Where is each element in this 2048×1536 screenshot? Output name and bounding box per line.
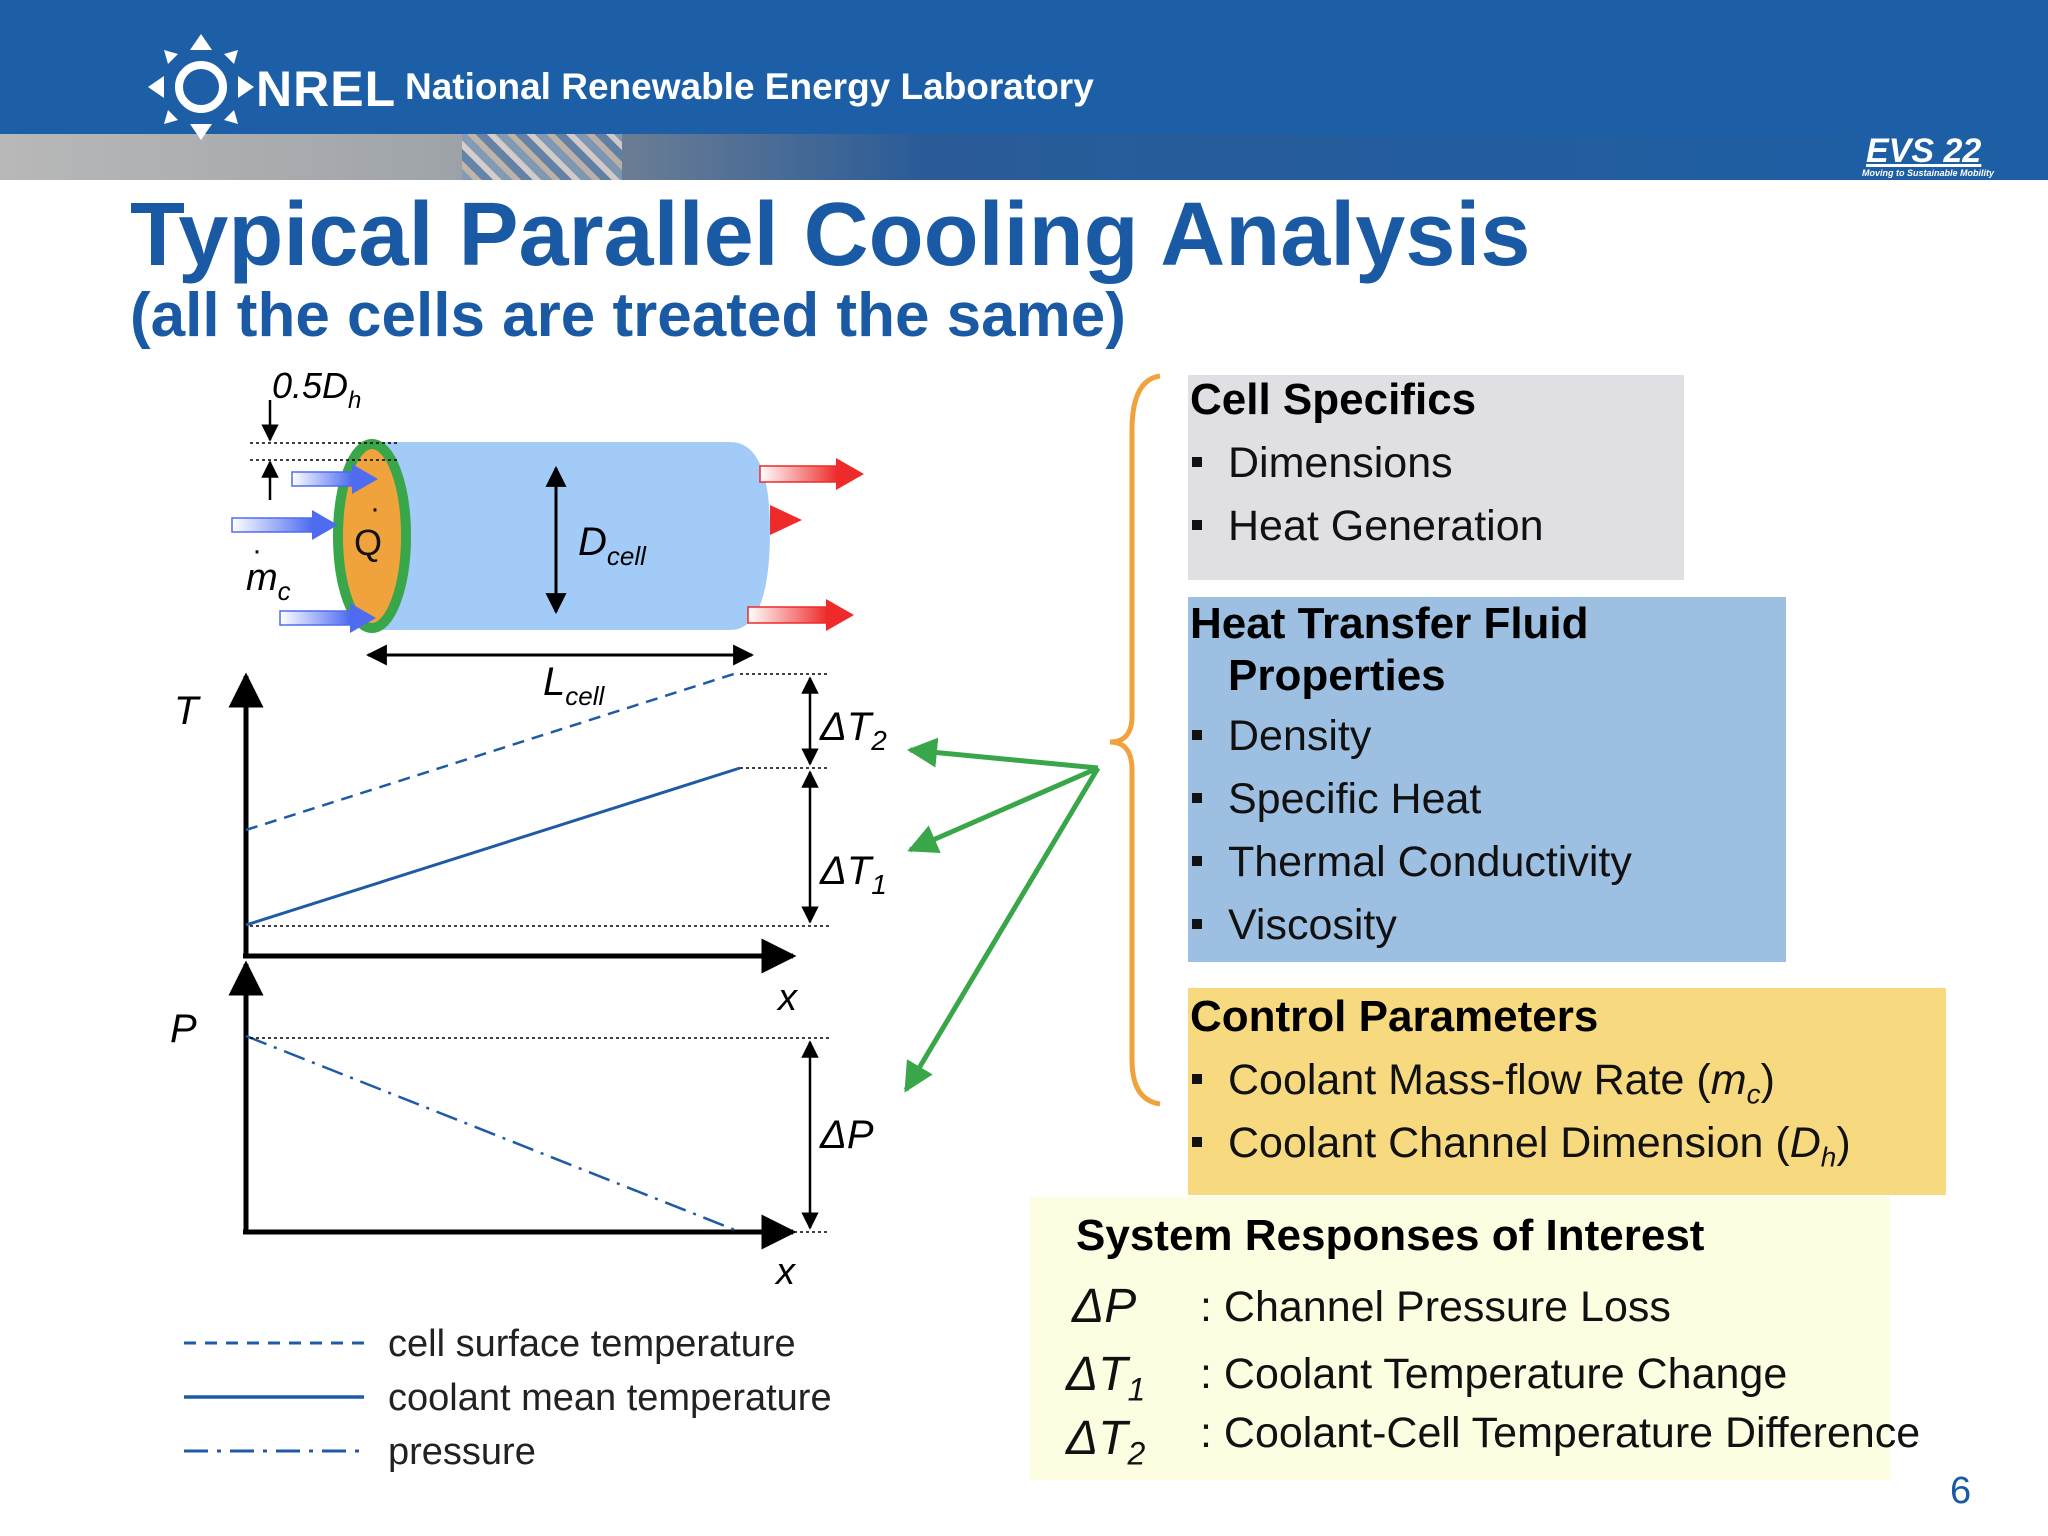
green-connector-arrows <box>903 737 1101 1093</box>
half-dh-dimension <box>250 400 400 500</box>
mass-flow-dot: · <box>252 534 262 567</box>
list-item: Density <box>1192 712 1371 761</box>
response-text: : Coolant-Cell Temperature Difference <box>1200 1409 1921 1457</box>
battery-cell <box>333 439 770 633</box>
outlet-arrow-icon <box>770 505 802 535</box>
cell-surface-temperature-line <box>245 670 741 832</box>
bullet-icon <box>1192 519 1202 530</box>
control-parameters-heading: Control Parameters <box>1190 992 1599 1041</box>
legend-cell-surface-temperature: cell surface temperature <box>388 1323 796 1365</box>
pressure-plot: P x ΔP <box>170 960 874 1293</box>
fluid-properties-heading: Heat Transfer Fluid <box>1190 599 1589 648</box>
inlet-arrow-icon <box>231 510 338 540</box>
arrow-to-delta-p <box>903 766 1101 1093</box>
bullet-icon <box>1192 1136 1202 1147</box>
coolant-inlet-arrows <box>231 464 378 633</box>
p-axis-label: P <box>170 1007 197 1051</box>
coolant-outlet-arrows <box>747 458 864 631</box>
outlet-arrow-icon <box>759 458 864 490</box>
cell-body <box>372 442 770 630</box>
event-badge: EVS 22 <box>1866 132 1982 170</box>
outlet-arrow-icon <box>747 599 854 631</box>
bullet-icon <box>1192 855 1202 866</box>
bullet-icon <box>1192 729 1202 740</box>
bullet-icon <box>1192 792 1202 803</box>
list-item: Specific Heat <box>1192 775 1481 824</box>
arrow-to-delta-t1 <box>907 765 1099 853</box>
event-tagline: Moving to Sustainable Mobility <box>1862 168 1995 178</box>
delta-t1-label: ΔT1 <box>819 849 887 900</box>
fluid-properties-heading-2: Properties <box>1228 651 1446 700</box>
list-item: Coolant Channel Dimension (Dh) <box>1192 1119 1851 1174</box>
cell-specifics-box: Cell Specifics Dimensions Heat Generatio… <box>1188 375 1684 580</box>
cell-specifics-heading: Cell Specifics <box>1190 375 1477 424</box>
page-title: Typical Parallel Cooling Analysis <box>130 185 1531 285</box>
list-item: Coolant Mass-flow Rate (mc) <box>1192 1056 1775 1111</box>
control-parameters-box: Control Parameters Coolant Mass-flow Rat… <box>1188 988 1946 1195</box>
mass-flow-label: mc <box>246 557 291 606</box>
list-item: Dimensions <box>1192 439 1453 488</box>
org-name: National Renewable Energy Laboratory <box>405 66 1094 107</box>
d-cell-label: Dcell <box>578 520 647 571</box>
bullet-icon <box>1192 456 1202 467</box>
temperature-plot: T x ΔT2 ΔT1 <box>174 670 887 1019</box>
nrel-logo-icon <box>148 34 254 140</box>
x-axis-label-2: x <box>774 1251 797 1293</box>
legend-pressure: pressure <box>388 1431 536 1473</box>
response-symbol: ΔT1 <box>1066 1348 1146 1408</box>
inlet-arrow-icon <box>279 603 376 633</box>
header-photo-strip <box>462 134 622 180</box>
list-item: Heat Generation <box>1192 502 1544 551</box>
arrow-to-delta-t2 <box>907 737 1099 771</box>
response-text: : Coolant Temperature Change <box>1200 1350 1788 1398</box>
inlet-arrow-icon <box>291 464 378 494</box>
page-subtitle: (all the cells are treated the same) <box>130 281 1126 350</box>
grouping-brace <box>1109 373 1161 1107</box>
response-text: : Channel Pressure Loss <box>1200 1283 1671 1331</box>
pressure-line <box>245 1034 741 1234</box>
list-item: Thermal Conductivity <box>1192 838 1632 887</box>
list-item: Viscosity <box>1192 901 1397 950</box>
bullet-icon <box>1192 1073 1202 1084</box>
header-strip <box>0 134 2048 180</box>
response-symbol: ΔT2 <box>1066 1412 1146 1472</box>
l-cell-label: Lcell <box>543 660 605 711</box>
system-responses-heading: System Responses of Interest <box>1076 1211 1705 1260</box>
bullet-icon <box>1192 918 1202 929</box>
delta-p-label: ΔP <box>819 1113 874 1157</box>
legend-coolant-mean-temperature: coolant mean temperature <box>388 1377 832 1419</box>
delta-t2-label: ΔT2 <box>819 705 887 756</box>
response-symbol: ΔP <box>1072 1280 1137 1333</box>
t-axis-label: T <box>174 689 201 733</box>
coolant-mean-temperature-line <box>245 766 741 927</box>
page-number: 6 <box>1950 1470 1972 1512</box>
heat-dot: · <box>370 492 380 525</box>
heat-label: Q <box>354 522 382 563</box>
half-dh-label: 0.5Dh <box>272 365 361 414</box>
x-axis-label-1: x <box>776 977 799 1019</box>
fluid-properties-box: Heat Transfer Fluid Properties Density S… <box>1188 597 1786 962</box>
system-responses-box: System Responses of Interest ΔP : Channe… <box>1030 1197 1920 1480</box>
logo-text: NREL <box>256 61 397 117</box>
